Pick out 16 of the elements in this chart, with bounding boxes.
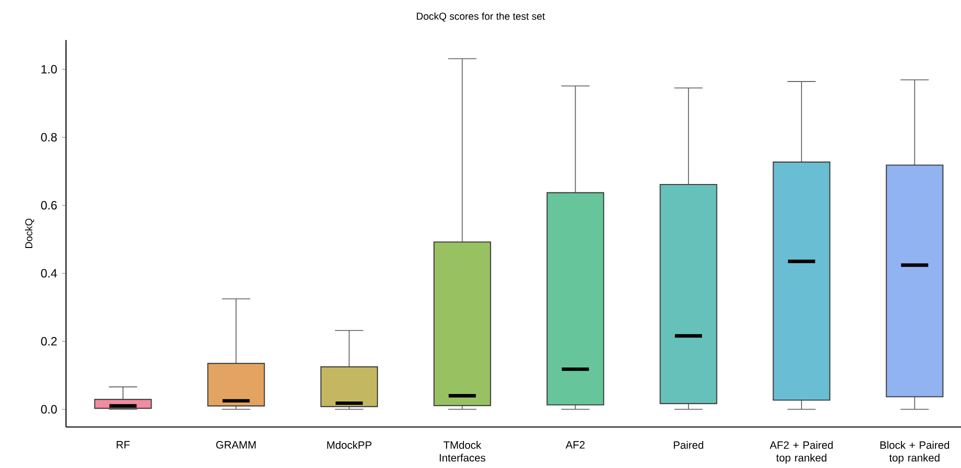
- y-tick-label: 0.0: [41, 405, 57, 414]
- chart-title: DockQ scores for the test set: [416, 12, 545, 22]
- y-axis-title: DockQ: [24, 218, 34, 248]
- x-tick-label: TMdock Interfaces: [440, 441, 486, 462]
- x-tick-label: GRAMM: [216, 441, 256, 449]
- x-tick-label: Block + Paired top ranked: [880, 441, 950, 464]
- y-tick-label: 0.6: [41, 201, 57, 210]
- x-tick-label: AF2 + Paired top ranked: [770, 441, 833, 464]
- y-tick-label: 0.4: [41, 269, 57, 278]
- x-tick-label: MdockPP: [327, 441, 372, 449]
- x-tick-label: Paired: [674, 441, 704, 449]
- y-tick-label: 0.2: [41, 337, 57, 346]
- x-tick-label: AF2: [566, 441, 585, 448]
- y-tick-label: 1.0: [42, 64, 57, 74]
- x-tick-label: RF: [116, 441, 130, 448]
- y-tick-label: 0.8: [41, 133, 57, 142]
